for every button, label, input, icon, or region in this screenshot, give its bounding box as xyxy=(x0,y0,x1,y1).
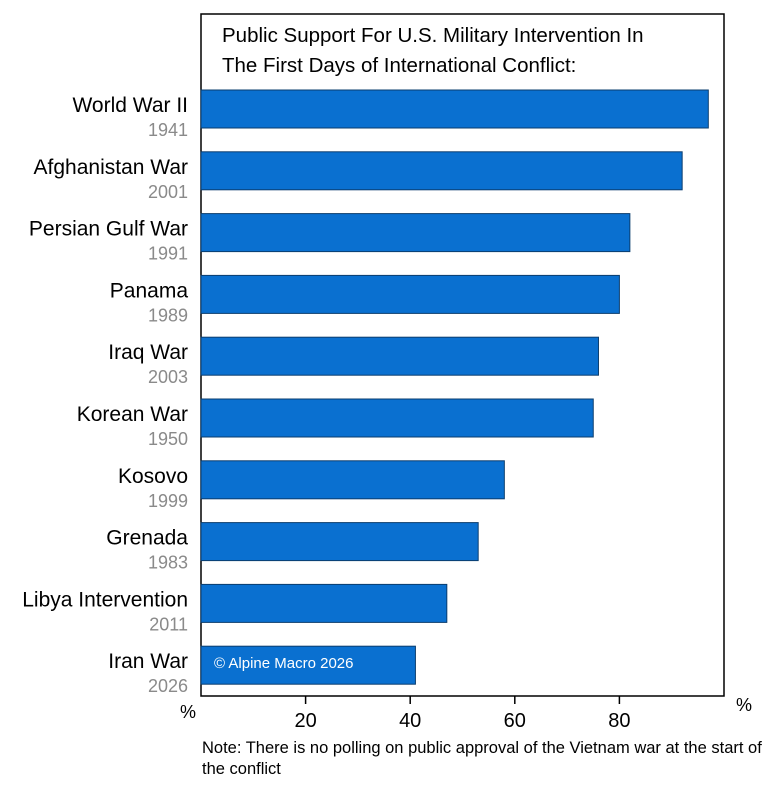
footnote: Note: There is no polling on public appr… xyxy=(202,739,762,778)
chart-title-line-1: Public Support For U.S. Military Interve… xyxy=(222,24,644,47)
year-label-persian-gulf-war: 1991 xyxy=(148,244,188,264)
watermark-label: © Alpine Macro 2026 xyxy=(214,655,353,672)
category-label-persian-gulf-war: Persian Gulf War xyxy=(29,218,188,241)
year-label-kosovo: 1999 xyxy=(148,491,188,511)
year-label-iraq-war: 2003 xyxy=(148,367,188,387)
bar-kosovo xyxy=(200,460,505,500)
x-axis: 20 40 60 80%% xyxy=(180,695,752,732)
chart-title-line-2: The First Days of International Conflict… xyxy=(222,54,576,77)
category-label-grenada: Grenada xyxy=(106,527,188,550)
category-label-iraq-war: Iraq War xyxy=(108,341,188,364)
category-label-panama: Panama xyxy=(110,279,189,302)
year-label-korean-war: 1950 xyxy=(148,429,188,449)
x-tick-label-80: 80 xyxy=(608,710,630,732)
year-label-libya-intervention: 2011 xyxy=(149,614,188,634)
year-label-panama: 1989 xyxy=(148,305,188,325)
bar-korean-war xyxy=(200,398,594,438)
x-unit-right: % xyxy=(736,695,752,715)
bar-iraq-war xyxy=(200,336,599,376)
year-label-world-war-ii: 1941 xyxy=(148,120,188,140)
bar-world-war-ii xyxy=(200,89,709,129)
year-label-grenada: 1983 xyxy=(148,553,188,573)
bar-iran-war xyxy=(200,645,416,685)
category-labels: World War II 1941 Afghanistan War 2001 Persi… xyxy=(22,94,188,696)
bar-grenada xyxy=(200,522,479,562)
category-label-afghanistan-war: Afghanistan War xyxy=(34,156,188,179)
x-tick-label-20: 20 xyxy=(294,710,316,732)
category-label-korean-war: Korean War xyxy=(77,403,188,426)
category-label-kosovo: Kosovo xyxy=(118,465,188,488)
chart-title: Public Support For U.S. Military Interve… xyxy=(222,24,644,77)
bar-afghanistan-war xyxy=(200,151,683,191)
x-unit-left: % xyxy=(180,702,196,722)
year-label-afghanistan-war: 2001 xyxy=(148,182,188,202)
category-label-iran-war: Iran War xyxy=(108,650,188,673)
x-tick-label-60: 60 xyxy=(504,710,526,732)
bar-panama xyxy=(200,274,620,314)
bar-libya-intervention xyxy=(200,583,448,623)
bars-group xyxy=(200,89,709,685)
bar-persian-gulf-war xyxy=(200,213,631,253)
category-label-libya-intervention: Libya Intervention xyxy=(22,588,188,611)
category-label-world-war-ii: World War II xyxy=(72,94,188,117)
x-tick-label-40: 40 xyxy=(399,710,421,732)
year-label-iran-war: 2026 xyxy=(148,676,188,696)
